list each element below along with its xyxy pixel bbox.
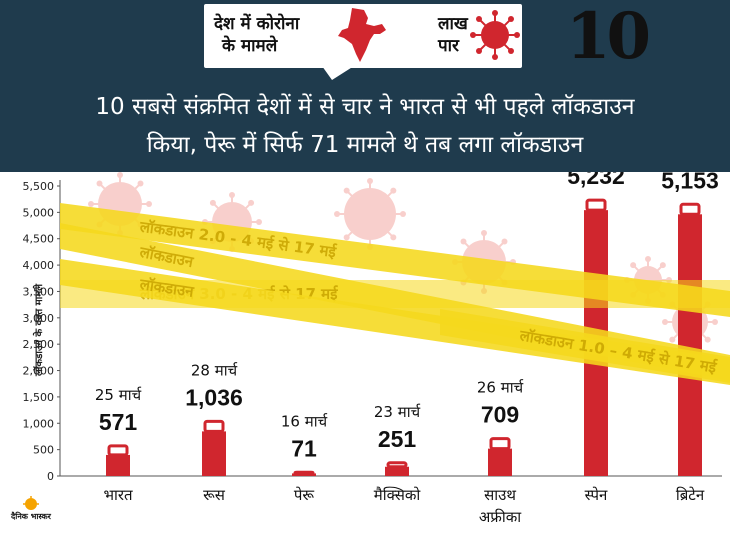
date-label: 25 मार्च bbox=[95, 386, 142, 404]
badge-pointer bbox=[322, 66, 354, 80]
value-label: 5,153 bbox=[661, 172, 719, 193]
headline-line-2: किया, पेरू में सिर्फ 71 मामले थे तब लगा … bbox=[146, 132, 584, 158]
headline: 10 सबसे संक्रमित देशों में से चार ने भार… bbox=[0, 88, 730, 164]
bar bbox=[202, 431, 226, 476]
bar-annotations: 25 मार्च 571 28 मार्च 1,036 16 मार्च 71 23 मार… bbox=[95, 172, 719, 461]
bar bbox=[385, 466, 409, 476]
category-label: साउथ bbox=[484, 486, 516, 504]
bar-cap bbox=[203, 419, 225, 433]
y-tick-label: 500 bbox=[33, 444, 54, 457]
date-label: 16 मार्च bbox=[281, 412, 328, 430]
virus-icon bbox=[334, 178, 406, 250]
value-label: 709 bbox=[481, 402, 519, 428]
virus-icon bbox=[470, 10, 520, 60]
headline-badge: देश में कोरोना के मामले 10 लाख पार bbox=[204, 2, 651, 72]
value-label: 251 bbox=[378, 426, 417, 452]
date-label: 28 मार्च bbox=[191, 361, 238, 379]
badge-line-1: देश में कोरोना bbox=[214, 14, 300, 34]
bar-cap bbox=[293, 470, 315, 475]
badge-line-2: के मामले bbox=[222, 36, 278, 56]
category-label: अफ्रीका bbox=[479, 508, 522, 526]
y-tick-label: 1,500 bbox=[23, 391, 55, 404]
category-label: पेरू bbox=[294, 486, 315, 504]
badge-big-number: 10 bbox=[566, 0, 651, 74]
bar-chart: 0 500 1,000 1,500 2,000 2,500 3,000 3,500 4,000 4… bbox=[23, 172, 730, 526]
date-label: 26 मार्च bbox=[477, 379, 524, 397]
lockdown-tapes: लॉकडाउन 2.0 - 4 मई से 17 मईलॉकडाउनलॉकडाउ… bbox=[60, 203, 730, 385]
india-map-icon bbox=[338, 8, 386, 62]
category-label: मैक्सिको bbox=[374, 486, 422, 504]
dainik-bhaskar-logo: दैनिक भास्कर bbox=[10, 496, 52, 540]
caution-tape bbox=[440, 309, 730, 383]
category-label: स्पेन bbox=[585, 486, 608, 504]
y-tick-label: 4,000 bbox=[23, 259, 55, 272]
sun-logo-icon bbox=[23, 496, 39, 510]
category-label: ब्रिटेन bbox=[676, 486, 705, 504]
bar-cap bbox=[585, 198, 607, 212]
y-tick-label: 3,000 bbox=[23, 312, 55, 325]
headline-line-1: 10 सबसे संक्रमित देशों में से चार ने भार… bbox=[95, 94, 635, 120]
badge-line-4: पार bbox=[438, 36, 460, 56]
bar-cap bbox=[489, 437, 511, 451]
value-label: 571 bbox=[99, 409, 138, 435]
y-tick-label: 4,500 bbox=[23, 233, 55, 246]
category-label: रूस bbox=[203, 486, 226, 504]
bar bbox=[678, 214, 702, 476]
category-labels: भारत रूस पेरू मैक्सिको साउथ अफ्रीका स्पेन ब्रिट… bbox=[103, 486, 704, 526]
y-tick-label: 2,500 bbox=[23, 338, 55, 351]
value-label: 1,036 bbox=[185, 384, 243, 410]
bar-cap bbox=[107, 444, 129, 457]
category-label: भारत bbox=[103, 486, 133, 504]
y-tick-label: 1,000 bbox=[23, 417, 55, 430]
value-label: 5,232 bbox=[567, 172, 625, 189]
bar bbox=[106, 454, 130, 476]
y-tick-label: 0 bbox=[47, 470, 54, 483]
y-tick-label: 3,500 bbox=[23, 285, 55, 298]
bar-cap bbox=[386, 461, 408, 469]
logo-text: दैनिक भास्कर bbox=[11, 512, 51, 521]
date-label: 23 मार्च bbox=[374, 403, 421, 421]
y-tick-label: 2,000 bbox=[23, 365, 55, 378]
header-banner: देश में कोरोना के मामले 10 लाख पार 10 सब… bbox=[0, 0, 730, 172]
badge-line-3: लाख bbox=[438, 14, 468, 34]
y-axis-label: लॉकडाउन के वक्त मामले bbox=[32, 283, 45, 377]
value-label: 71 bbox=[291, 435, 317, 461]
bar-cap bbox=[679, 202, 701, 216]
bar bbox=[488, 448, 512, 476]
y-tick-label: 5,500 bbox=[23, 180, 55, 193]
y-tick-label: 5,000 bbox=[23, 206, 55, 219]
